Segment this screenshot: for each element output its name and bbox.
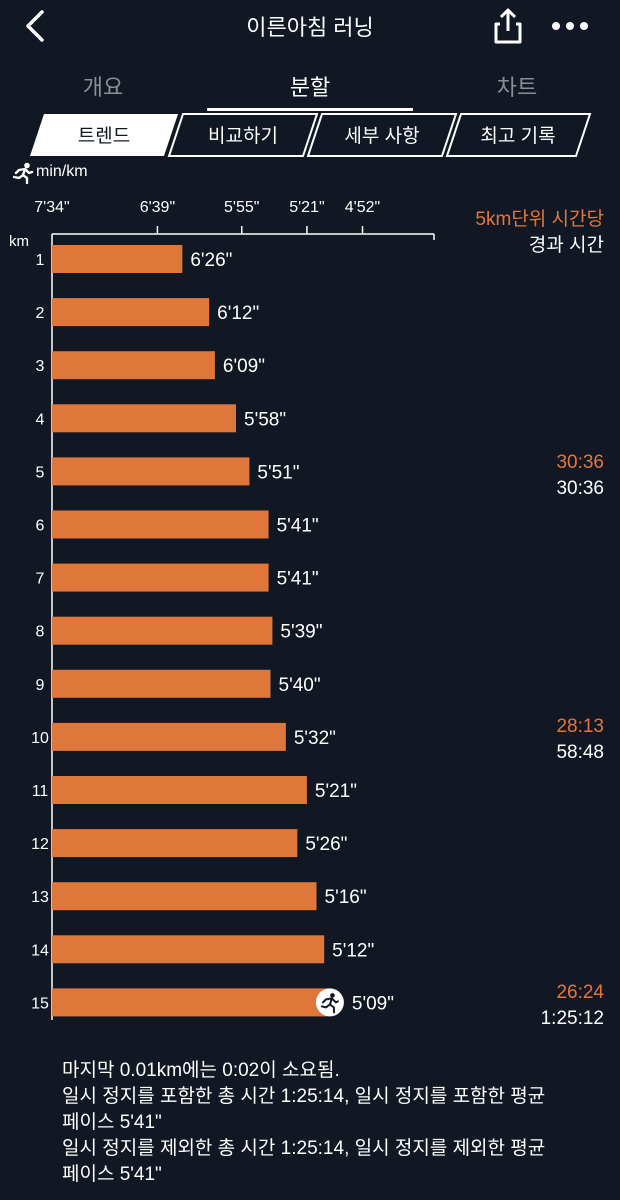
summary-line: 일시 정지를 포함한 총 시간 1:25:14, 일시 정지를 포함한 평균 bbox=[62, 1086, 546, 1107]
pace-value-label: 5'21" bbox=[315, 781, 357, 802]
tab-bar: 개요 분할 차트 bbox=[0, 64, 620, 112]
back-button[interactable] bbox=[18, 8, 54, 44]
split-10km-elapsed: 58:48 bbox=[556, 742, 604, 763]
x-tick-label: 4'52" bbox=[345, 199, 380, 216]
pace-bar bbox=[52, 669, 271, 698]
split-column-header: 5km단위 시간당 bbox=[475, 209, 604, 230]
km-label: 12 bbox=[31, 836, 49, 853]
km-label: 10 bbox=[31, 730, 49, 747]
pace-value-label: 6'09" bbox=[223, 356, 265, 377]
x-tick-label: 6'39" bbox=[140, 199, 175, 216]
km-label: 4 bbox=[36, 411, 45, 428]
pace-value-label: 6'26" bbox=[190, 250, 232, 271]
unit-label: min/km bbox=[36, 163, 88, 180]
km-label: 5 bbox=[36, 464, 45, 481]
pace-bar bbox=[52, 722, 286, 751]
summary-line: 페이스 5'41" bbox=[62, 1164, 162, 1185]
pace-bar bbox=[52, 563, 269, 592]
pace-value-label: 5'51" bbox=[257, 462, 299, 483]
summary-line: 마지막 0.01km에는 0:02이 소요됨. bbox=[62, 1060, 340, 1081]
pace-bar bbox=[52, 245, 183, 273]
pace-value-label: 5'12" bbox=[332, 940, 374, 961]
pace-bar bbox=[52, 298, 210, 327]
split-5km-time: 30:36 bbox=[556, 452, 604, 473]
summary-line: 페이스 5'41" bbox=[62, 1112, 162, 1133]
active-tab-indicator bbox=[207, 108, 413, 111]
share-icon bbox=[494, 8, 522, 44]
segment-trend-label: 트렌드 bbox=[78, 125, 130, 147]
chevron-left-icon bbox=[26, 10, 44, 42]
tab-overview[interactable]: 개요 bbox=[82, 75, 124, 100]
km-label: 11 bbox=[32, 783, 49, 800]
pace-bar-chart: 7'34" 6'39" 5'55" 5'21" 4'52" km 1 6'26" 2 6'12" 3… bbox=[9, 199, 435, 1020]
x-tick-label: 5'21" bbox=[289, 199, 324, 216]
pace-bar bbox=[52, 988, 330, 1017]
summary-line: 일시 정지를 제외한 총 시간 1:25:14, 일시 정지를 제외한 평균 bbox=[62, 1138, 546, 1159]
segment-best-label: 최고 기록 bbox=[480, 125, 555, 147]
runner-marker-figure bbox=[320, 997, 339, 1014]
top-bar: 이른아침 러닝 bbox=[0, 0, 620, 50]
pace-value-label: 5'32" bbox=[294, 728, 336, 749]
segment-control: 트렌드 비교하기 세부 사항 최고 기록 bbox=[30, 113, 592, 157]
km-label: 8 bbox=[36, 624, 45, 641]
elapsed-column-header: 경과 시간 bbox=[528, 235, 604, 256]
pace-bar bbox=[52, 935, 325, 964]
pace-bar bbox=[52, 510, 269, 539]
tab-chart[interactable]: 차트 bbox=[496, 75, 538, 100]
km-label: 3 bbox=[36, 358, 45, 375]
pace-bar bbox=[52, 457, 250, 486]
pace-value-label: 5'41" bbox=[277, 516, 319, 537]
pace-value-label: 5'41" bbox=[277, 569, 319, 590]
pace-bar bbox=[52, 829, 298, 858]
segment-details[interactable] bbox=[306, 113, 458, 157]
pace-value-label: 5'09" bbox=[352, 993, 394, 1014]
km-label: 6 bbox=[36, 518, 45, 535]
pace-value-label: 6'12" bbox=[217, 303, 259, 324]
pace-bar bbox=[52, 776, 307, 804]
summary-text: 마지막 0.01km에는 0:02이 소요됨. 일시 정지를 포함한 총 시간 … bbox=[62, 1058, 602, 1188]
more-button[interactable] bbox=[548, 10, 592, 42]
pace-bar bbox=[52, 616, 273, 645]
split-10km-time: 28:13 bbox=[556, 716, 604, 737]
km-label: 14 bbox=[31, 942, 49, 959]
x-tick-label: 7'34" bbox=[34, 199, 69, 216]
km-label: 1 bbox=[36, 252, 45, 269]
pace-value-label: 5'58" bbox=[244, 409, 286, 430]
more-horizontal-icon bbox=[552, 22, 588, 30]
runner-marker-head bbox=[330, 993, 335, 998]
pace-value-label: 5'40" bbox=[279, 675, 321, 696]
km-label: 15 bbox=[31, 995, 49, 1012]
segment-compare-label: 비교하기 bbox=[208, 125, 278, 147]
y-axis-label: km bbox=[9, 233, 29, 250]
pace-value-label: 5'16" bbox=[325, 887, 367, 908]
x-tick-label: 5'55" bbox=[224, 199, 259, 216]
pace-bar bbox=[52, 351, 215, 380]
share-button[interactable] bbox=[490, 6, 526, 46]
pace-bar bbox=[52, 882, 317, 911]
segment-compare[interactable] bbox=[167, 113, 319, 157]
segment-details-label: 세부 사항 bbox=[344, 125, 419, 147]
km-label: 7 bbox=[36, 571, 45, 588]
km-label: 2 bbox=[36, 305, 45, 322]
split-5km-elapsed: 30:36 bbox=[556, 478, 604, 499]
km-label: 9 bbox=[36, 677, 45, 694]
segment-best[interactable] bbox=[445, 113, 592, 157]
pace-bar bbox=[52, 404, 236, 433]
tab-splits[interactable]: 분할 bbox=[289, 75, 331, 100]
pace-value-label: 5'39" bbox=[280, 622, 322, 643]
segment-trend[interactable] bbox=[30, 114, 178, 156]
split-15km-time: 26:24 bbox=[556, 982, 604, 1003]
page-title: 이른아침 러닝 bbox=[246, 15, 374, 40]
pace-value-label: 5'26" bbox=[305, 834, 347, 855]
km-label: 13 bbox=[31, 889, 49, 906]
runner-icon bbox=[12, 162, 34, 184]
split-15km-elapsed: 1:25:12 bbox=[540, 1008, 604, 1029]
